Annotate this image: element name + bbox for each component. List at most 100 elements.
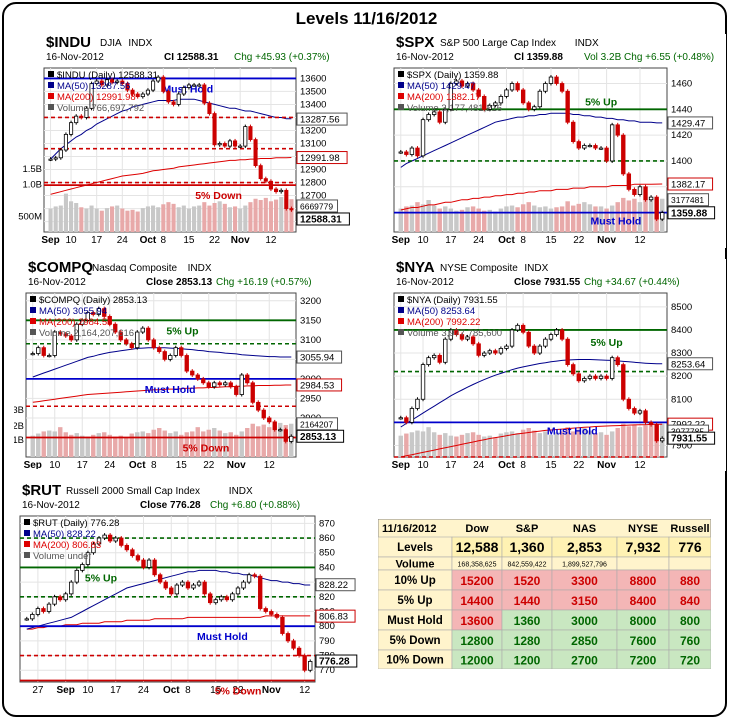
legend-swatch bbox=[398, 82, 404, 88]
candle-body bbox=[195, 374, 200, 380]
y-tick-label: 8300 bbox=[671, 348, 692, 359]
candle-body bbox=[24, 618, 29, 621]
candle-body bbox=[156, 76, 161, 82]
volume-bar bbox=[593, 433, 598, 457]
candle-body bbox=[509, 83, 515, 91]
page-title: Levels 11/16/2012 bbox=[295, 9, 438, 28]
candle-body bbox=[52, 596, 57, 605]
candle-body bbox=[609, 124, 615, 162]
candle-body bbox=[509, 329, 515, 347]
candle-body bbox=[79, 115, 84, 118]
volume-bar bbox=[243, 205, 248, 232]
volume-bar bbox=[404, 206, 409, 232]
table-column-header: NYSE bbox=[628, 523, 658, 535]
volume-bar bbox=[151, 205, 156, 232]
volume-bar bbox=[41, 431, 46, 457]
legend-entry: MA(50) 1429.47 bbox=[407, 81, 475, 92]
chart-exchange: INDX bbox=[188, 263, 212, 274]
table-cell-value: 1,899,527,796 bbox=[562, 562, 607, 569]
x-tick-label: 12 bbox=[264, 460, 276, 469]
table-cell-value: 720 bbox=[680, 654, 700, 668]
legend-swatch bbox=[398, 71, 404, 77]
candle-body bbox=[554, 329, 559, 335]
volume-bar bbox=[261, 424, 266, 457]
candle-body bbox=[559, 329, 565, 340]
candle-body bbox=[74, 569, 79, 583]
volume-bar bbox=[179, 434, 184, 457]
legend-swatch bbox=[24, 541, 30, 547]
volume-bar bbox=[593, 206, 598, 232]
x-tick-label: Sep bbox=[392, 235, 410, 246]
volume-bar bbox=[598, 432, 604, 457]
volume-bar bbox=[181, 205, 186, 232]
volume-bar bbox=[487, 435, 493, 457]
legend-entry: MA(200) 1382.17 bbox=[407, 92, 480, 103]
candle-body bbox=[272, 421, 277, 431]
legend-swatch bbox=[30, 329, 36, 335]
candle-body bbox=[615, 124, 620, 136]
level-label: 5% Up bbox=[585, 96, 617, 108]
volume-bar bbox=[151, 429, 156, 457]
candle-body bbox=[238, 145, 243, 148]
candle-body bbox=[476, 89, 481, 97]
ma200-line bbox=[400, 183, 663, 211]
volume-bar bbox=[398, 208, 404, 232]
chart-symbol: $COMPQ bbox=[28, 259, 93, 276]
candle-body bbox=[107, 534, 113, 542]
candle-body bbox=[157, 574, 163, 583]
volume-bar bbox=[504, 432, 509, 457]
chart-name: Nasdaq Composite bbox=[92, 263, 177, 274]
candle-body bbox=[135, 555, 141, 561]
y-tick-label: 3150 bbox=[300, 315, 321, 326]
candle-body bbox=[113, 537, 118, 542]
ma50-line bbox=[32, 347, 292, 378]
table-column-header: S&P bbox=[516, 523, 539, 535]
y-tick-label: 13500 bbox=[300, 86, 326, 97]
table-cell-value: 8000 bbox=[630, 614, 657, 628]
candle-body bbox=[96, 537, 102, 545]
candle-body bbox=[124, 544, 129, 551]
chart-change: Vol 3.2B Chg +6.55 (+0.48%) bbox=[584, 52, 714, 63]
candle-body bbox=[163, 581, 168, 589]
chart-close: Close 2853.13 bbox=[146, 277, 213, 288]
volume-bar bbox=[279, 197, 284, 232]
value-tag-box bbox=[667, 357, 714, 371]
candle-body bbox=[202, 581, 207, 595]
candle-body bbox=[166, 91, 171, 103]
candle-body bbox=[235, 587, 241, 595]
table-cell-value: 776 bbox=[678, 539, 702, 555]
candle-body bbox=[274, 614, 280, 618]
volume-tick-label: 500M bbox=[18, 211, 42, 222]
volume-bar bbox=[559, 431, 565, 457]
x-tick-label: 12 bbox=[634, 460, 646, 471]
volume-bar bbox=[186, 208, 191, 232]
candle-body bbox=[102, 308, 107, 317]
candle-body bbox=[409, 408, 415, 423]
candle-body bbox=[96, 308, 101, 315]
volume-bar bbox=[84, 208, 89, 232]
volume-bar bbox=[74, 203, 79, 232]
candle-body bbox=[41, 608, 46, 612]
volume-bar bbox=[52, 431, 57, 457]
x-tick-label: 8 bbox=[161, 235, 167, 246]
volume-bar bbox=[648, 422, 654, 457]
volume-tick-label: 1.0B bbox=[22, 179, 42, 190]
candle-body bbox=[632, 408, 637, 414]
value-tag-text: 776.28 bbox=[319, 657, 350, 668]
table-row-label: 10% Down bbox=[386, 655, 444, 667]
candle-body bbox=[609, 357, 615, 379]
candle-body bbox=[130, 549, 135, 557]
chart-close: CI 12588.31 bbox=[164, 52, 219, 63]
level-label: 5% Down bbox=[183, 442, 230, 454]
volume-bar bbox=[190, 431, 195, 457]
candle-body bbox=[598, 375, 604, 379]
candle-body bbox=[176, 93, 181, 105]
candle-body bbox=[621, 364, 626, 400]
volume-bar bbox=[102, 432, 107, 457]
volume-bar bbox=[398, 435, 404, 457]
volume-bar bbox=[621, 423, 626, 457]
candle-body bbox=[520, 324, 526, 333]
candle-body bbox=[219, 596, 224, 601]
candle-body bbox=[41, 347, 46, 356]
candle-body bbox=[587, 375, 593, 379]
